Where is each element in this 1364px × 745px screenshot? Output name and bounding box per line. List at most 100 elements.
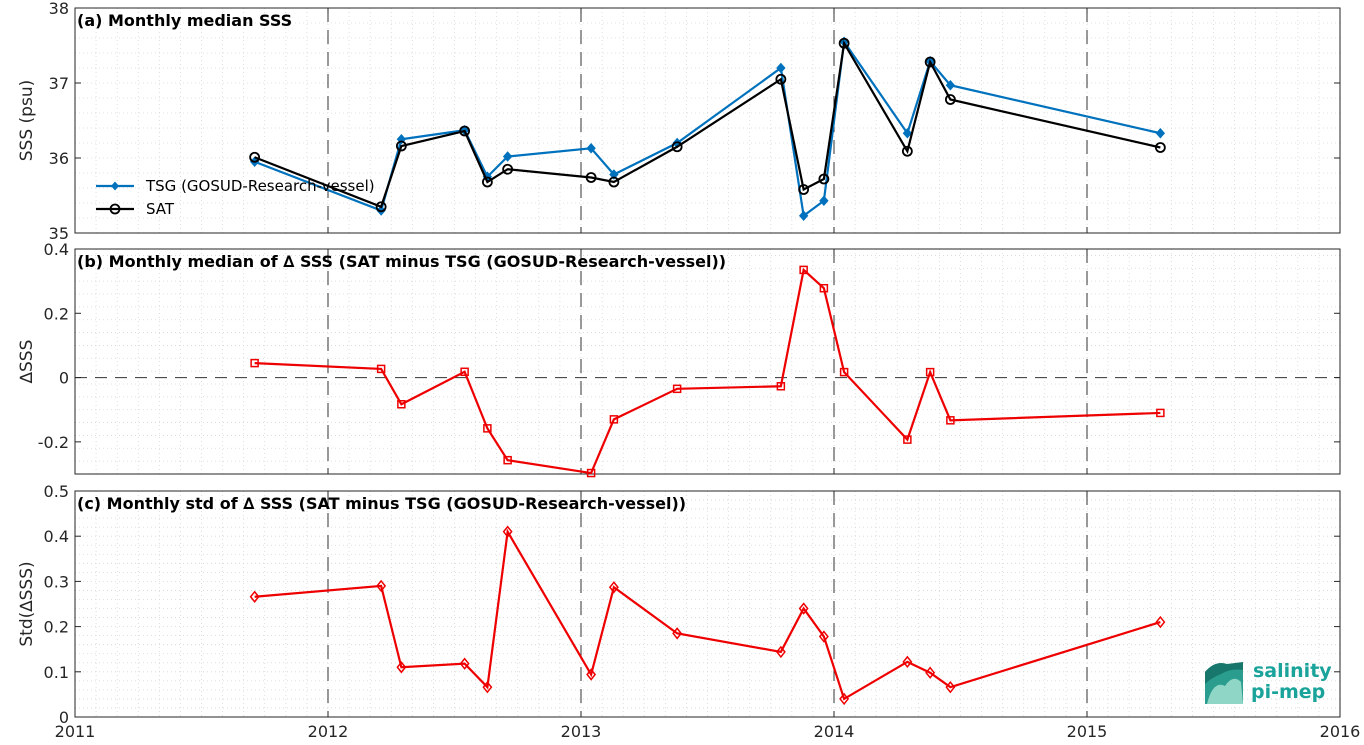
data-point: [503, 455, 512, 465]
data-point: [798, 184, 810, 195]
series-delta-sss: [250, 265, 1165, 478]
series-sat: [249, 37, 1166, 213]
data-point: [1154, 142, 1166, 153]
data-point: [775, 73, 787, 85]
data-point: [585, 172, 597, 183]
data-point: [1155, 127, 1166, 139]
y-tick-label: 0.1: [44, 663, 69, 682]
data-point: [924, 56, 936, 68]
y-tick-label: 0: [59, 708, 69, 727]
data-point: [502, 163, 514, 175]
data-point: [608, 581, 619, 594]
data-point: [903, 435, 912, 444]
data-point: [838, 37, 850, 49]
logo-wave-highlight: [1207, 678, 1243, 704]
panel-c: 0 0.1 0.2 0.3 0.4 0.5 2011 2012 2013 2014 2015 2016…: [17, 482, 1360, 741]
data-point: [798, 210, 809, 222]
y-tick-label: 38: [49, 0, 69, 18]
data-point: [395, 140, 407, 152]
data-point: [776, 62, 786, 74]
y-tick-label: 0.2: [44, 618, 69, 637]
data-point: [819, 195, 829, 207]
series-delta-sss: [249, 525, 1166, 706]
y-tick-label: 37: [49, 74, 69, 93]
data-point: [944, 94, 956, 105]
y-tick-label: -0.2: [38, 433, 69, 452]
panel-b: -0.2 0 0.2 0.4 ∆SSS (b) Monthly median of ∆ S…: [17, 240, 1341, 478]
logo-text-line2: pi-mep: [1251, 681, 1325, 703]
data-point: [396, 661, 407, 674]
data-point: [586, 668, 597, 681]
data-point: [672, 627, 683, 640]
data-point: [609, 415, 619, 424]
data-point: [586, 142, 596, 154]
legend-label: TSG (GOSUD-Research-vessel): [145, 177, 375, 195]
y-axis-label: SSS (psu): [17, 80, 37, 161]
data-point: [375, 201, 387, 213]
series-line: [254, 40, 1161, 209]
data-point: [672, 384, 682, 394]
data-point: [776, 382, 786, 391]
y-tick-label: 0.4: [44, 527, 69, 546]
data-point: [459, 657, 470, 670]
series-line: [254, 267, 1161, 475]
y-axis-label: ∆SSS: [17, 340, 37, 385]
legend-marker: [111, 181, 119, 191]
y-tick-label: 0.2: [44, 304, 69, 323]
legend-label: SAT: [146, 200, 175, 218]
data-point: [819, 283, 829, 293]
data-point: [482, 680, 493, 694]
data-point: [818, 173, 830, 185]
data-point: [586, 468, 596, 478]
data-point: [481, 176, 493, 188]
data-point: [946, 416, 955, 425]
data-point: [376, 364, 386, 374]
data-point: [925, 367, 935, 377]
legend-marker: [109, 203, 121, 215]
y-tick-label: 0.4: [44, 240, 69, 259]
data-point: [502, 525, 513, 538]
data-point: [902, 655, 913, 669]
panel-title: (c) Monthly std of ∆ SSS (SAT minus TSG …: [77, 494, 686, 513]
data-point: [945, 79, 956, 91]
panel-title: (a) Monthly median SSS: [77, 11, 292, 30]
data-point: [671, 141, 683, 153]
y-axis-label: Std(∆SSS): [17, 561, 37, 646]
logo-text-line1: salinity: [1253, 660, 1332, 682]
panel-title: (b) Monthly median of ∆ SSS (SAT minus T…: [77, 252, 726, 271]
data-point: [608, 176, 620, 188]
panel-a: 35 36 37 38 SSS (psu) (a) Monthly median SSS T…: [17, 0, 1341, 243]
data-point: [1155, 615, 1166, 629]
data-point: [839, 367, 849, 377]
data-point: [397, 400, 406, 409]
data-point: [945, 680, 956, 694]
data-point: [250, 358, 259, 368]
data-point: [775, 645, 786, 659]
data-point: [249, 590, 260, 603]
y-tick-label: 0.5: [44, 482, 69, 501]
x-tick-label: 2014: [814, 722, 855, 741]
y-tick-label: 0.3: [44, 572, 69, 591]
axes-box: [74, 248, 1341, 475]
data-point: [376, 579, 387, 593]
salinity-pi-mep-logo: salinity pi-mep: [1205, 660, 1332, 704]
data-point: [799, 265, 808, 275]
data-point: [249, 151, 261, 163]
data-point: [902, 127, 913, 139]
legend: TSG (GOSUD-Research-vessel) SAT: [96, 177, 375, 218]
x-tick-label: 2011: [55, 722, 96, 741]
y-tick-label: 0: [59, 369, 69, 388]
data-point: [459, 125, 471, 137]
axes-box: [74, 7, 1341, 234]
data-point: [483, 424, 492, 433]
data-point: [502, 151, 513, 162]
data-point: [818, 630, 829, 643]
logo-wave-dark: [1205, 662, 1243, 684]
data-point: [798, 602, 809, 615]
axes-box: [74, 490, 1341, 718]
x-tick-label: 2016: [1320, 722, 1361, 741]
x-tick-label: 2012: [308, 722, 349, 741]
x-tick-label: 2015: [1067, 722, 1108, 741]
data-point: [901, 145, 913, 157]
